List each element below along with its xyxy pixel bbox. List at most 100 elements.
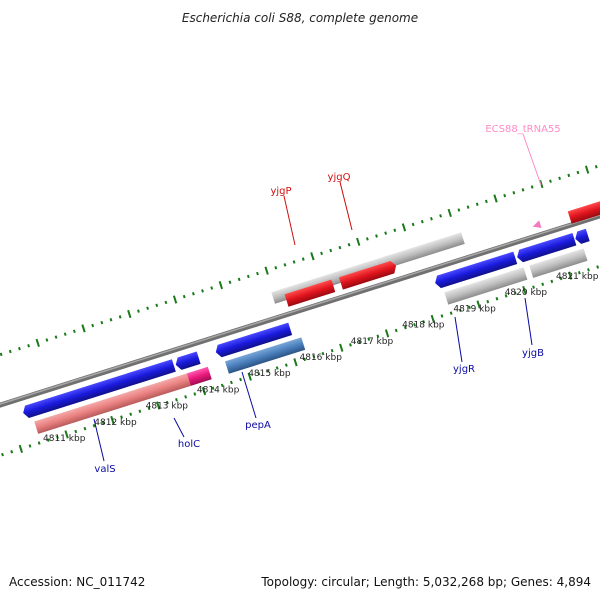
scale-label: 4813 kbp <box>146 402 189 412</box>
minor-tick <box>182 294 186 299</box>
minor-tick <box>129 412 133 416</box>
label-yjgB[interactable]: yjgB <box>522 348 544 359</box>
label-yjgR[interactable]: yjgR <box>453 364 475 375</box>
minor-tick <box>175 398 178 402</box>
upper-tick-row <box>0 165 598 357</box>
major-tick <box>356 237 361 246</box>
minor-tick <box>513 291 517 295</box>
minor-tick <box>320 251 323 256</box>
minor-tick <box>239 377 242 382</box>
minor-tick <box>303 357 307 362</box>
minor-tick <box>532 285 535 289</box>
major-tick <box>339 343 344 352</box>
major-tick <box>493 194 498 203</box>
minor-tick <box>18 346 21 351</box>
major-tick <box>476 300 481 309</box>
minor-tick <box>191 292 195 296</box>
minor-tick <box>211 386 215 390</box>
minor-tick <box>486 299 490 304</box>
feature-holC-regulatory[interactable] <box>186 366 212 386</box>
label-pepA[interactable]: pepA <box>245 420 271 431</box>
gene-pepA[interactable] <box>214 322 293 359</box>
gene-yjgR[interactable] <box>433 251 518 290</box>
accession-text: Accession: NC_011742 <box>9 575 145 589</box>
scale-label: 4819 kbp <box>453 304 496 314</box>
minor-tick <box>411 222 415 227</box>
minor-tick <box>549 179 552 183</box>
feature-yjgB-grey[interactable] <box>529 248 588 278</box>
label-ECS88-tRNA55[interactable]: ECS88_tRNA55 <box>485 124 560 135</box>
gene-valS[interactable] <box>21 359 176 419</box>
minor-tick <box>457 208 461 212</box>
minor-tick <box>466 205 470 209</box>
minor-tick <box>54 335 58 339</box>
major-tick <box>218 280 224 290</box>
major-tick <box>264 266 269 275</box>
minor-tick <box>347 242 351 247</box>
major-tick <box>568 271 573 280</box>
minor-tick <box>468 305 471 310</box>
label-yjgP[interactable]: yjgP <box>270 186 291 197</box>
scale-label: 4816 kbp <box>300 353 343 363</box>
minor-tick <box>56 435 59 440</box>
minor-tick <box>449 311 453 315</box>
minor-tick <box>338 245 342 250</box>
minor-tick <box>365 237 369 241</box>
label-valS[interactable]: valS <box>94 464 115 475</box>
minor-tick <box>283 263 287 267</box>
minor-tick <box>164 300 168 305</box>
minor-tick <box>0 352 3 357</box>
gene-yjgQ-grey-feature[interactable] <box>375 232 465 271</box>
minor-tick <box>228 280 232 284</box>
minor-tick <box>184 395 188 399</box>
minor-tick <box>155 303 159 308</box>
gene-labels: yjgP yjgQ ECS88_tRNA55 valS holC pepA yj… <box>94 124 560 475</box>
lower-feature-track <box>21 228 590 434</box>
gene-yjgP-body[interactable] <box>284 279 336 307</box>
gene-yjgQ[interactable] <box>338 260 398 290</box>
major-tick <box>310 252 315 261</box>
minor-tick <box>358 340 362 344</box>
minor-tick <box>440 314 444 318</box>
feature-pepA-product[interactable] <box>224 337 306 374</box>
minor-tick <box>504 294 508 298</box>
genome-backbone-highlight <box>0 199 600 418</box>
gene-small-right[interactable] <box>573 228 590 245</box>
gene-yjgB[interactable] <box>515 232 577 263</box>
minor-tick <box>475 202 479 207</box>
minor-tick <box>63 332 67 336</box>
label-yjgQ[interactable]: yjgQ <box>328 172 351 183</box>
major-tick <box>156 401 161 410</box>
minor-tick <box>72 329 76 334</box>
scale-label: 4821 kbp <box>556 272 599 282</box>
minor-tick <box>201 289 204 293</box>
major-tick <box>18 444 23 453</box>
major-tick <box>127 309 132 319</box>
minor-tick <box>230 380 233 385</box>
minor-tick <box>312 354 316 359</box>
minor-tick <box>394 328 398 333</box>
gene-ECS88-tRNA55[interactable] <box>532 220 542 230</box>
major-tick <box>110 415 115 425</box>
leader-holC <box>173 417 185 438</box>
minor-tick <box>27 343 30 348</box>
feature-valS-coding[interactable] <box>34 373 191 434</box>
gene-holC[interactable] <box>174 351 201 371</box>
minor-tick <box>367 337 371 341</box>
minor-tick <box>329 248 333 253</box>
minor-tick <box>165 400 169 405</box>
minor-tick <box>458 308 462 313</box>
leader-ECS88-tRNA55 <box>522 133 542 186</box>
label-holC[interactable]: holC <box>178 439 200 450</box>
minor-tick <box>92 424 96 428</box>
minor-tick <box>46 438 50 442</box>
feature-yjgR-grey[interactable] <box>444 267 528 305</box>
gene-leader-lines <box>93 133 542 462</box>
scale-label: 4820 kbp <box>505 288 548 298</box>
scale-tick-row <box>1 265 600 457</box>
minor-tick <box>439 214 443 218</box>
gene-right-edge[interactable] <box>567 193 600 224</box>
minor-tick <box>430 216 433 221</box>
minor-tick <box>246 274 250 279</box>
